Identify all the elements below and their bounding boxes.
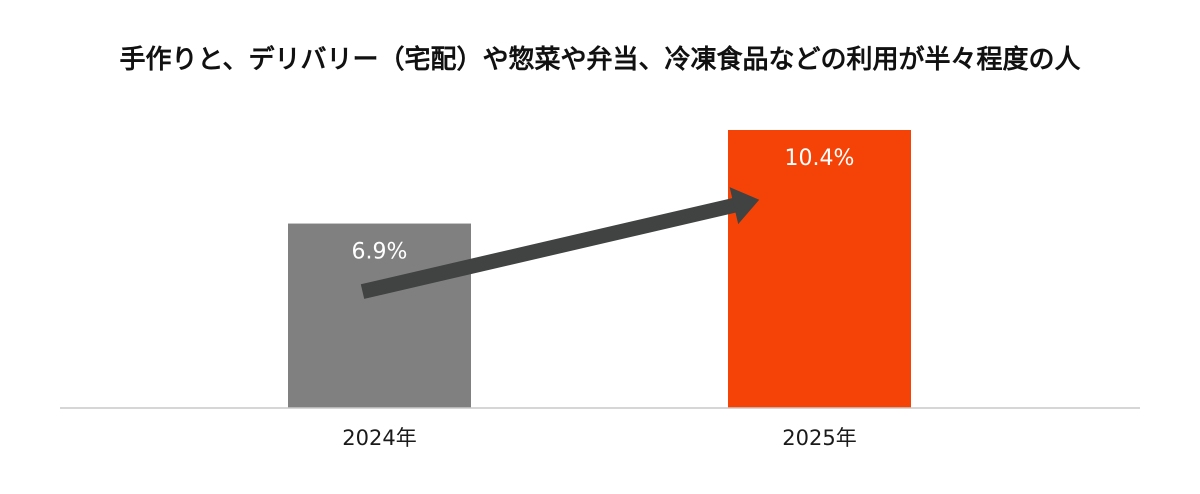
chart-title: 手作りと、デリバリー（宅配）や惣菜や弁当、冷凍食品などの利用が半々程度の人: [120, 44, 1081, 75]
bar-2: [728, 130, 911, 408]
bar-value-label-1: 6.9%: [352, 240, 408, 265]
x-tick-labels-layer: 2024年 2025年: [342, 426, 856, 450]
value-labels-layer: 6.9% 10.4%: [352, 146, 855, 265]
x-tick-label-1: 2024年: [342, 426, 416, 450]
trend-arrow-head: [729, 187, 760, 225]
bar-value-label-2: 10.4%: [785, 146, 855, 171]
bars-layer: [288, 130, 911, 408]
bar-1: [288, 223, 471, 408]
trend-arrow-layer: [360, 187, 760, 299]
x-tick-label-2: 2025年: [782, 426, 856, 450]
trend-arrow-shaft: [360, 197, 738, 299]
